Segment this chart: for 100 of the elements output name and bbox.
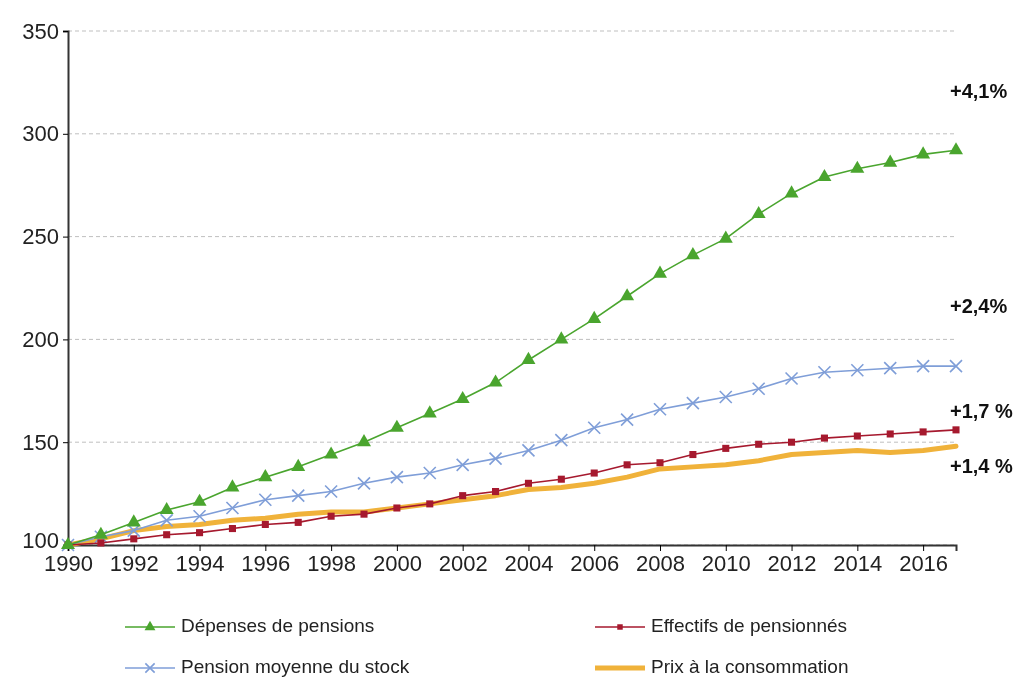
point (455, 458, 470, 472)
point (291, 488, 306, 503)
x-tick-label: 2012 (767, 550, 817, 576)
x-tick-label: 1996 (241, 550, 291, 576)
point (883, 154, 898, 167)
point (653, 265, 668, 278)
x-tick-label: 1998 (307, 550, 357, 576)
point (389, 419, 404, 432)
x-tick-label: 2010 (701, 550, 751, 576)
point (689, 451, 697, 459)
point (393, 504, 401, 512)
point (587, 310, 602, 323)
point (294, 518, 302, 526)
point (820, 434, 828, 442)
y-tick-label: 150 (22, 429, 59, 455)
point (718, 230, 733, 243)
point (883, 361, 898, 375)
point (850, 363, 865, 378)
point (225, 479, 240, 492)
point (357, 434, 372, 447)
y-tick-label: 250 (22, 224, 59, 250)
point (620, 288, 635, 301)
point (390, 470, 404, 484)
point (196, 529, 204, 537)
point (360, 510, 368, 518)
point (557, 475, 565, 483)
point (554, 331, 569, 344)
point (488, 374, 503, 387)
x-tick-label: 1992 (109, 550, 159, 576)
point (225, 501, 240, 515)
y-tick-label: 300 (22, 121, 59, 147)
point (422, 466, 437, 480)
x-tick-label: 2016 (899, 550, 949, 576)
point (163, 531, 171, 539)
point (853, 432, 861, 440)
point (521, 443, 536, 458)
point (685, 247, 700, 260)
point (455, 390, 470, 404)
x-tick-label: 2002 (438, 550, 488, 576)
point (623, 461, 631, 469)
point (817, 168, 832, 182)
annotation: +2,4% (950, 295, 1008, 318)
point (620, 412, 634, 427)
x-tick-label: 1990 (44, 550, 93, 576)
point (130, 535, 138, 543)
x-tick-label: 2000 (372, 550, 422, 576)
point (426, 500, 434, 508)
y-tick-label: 100 (22, 527, 59, 553)
point (327, 512, 335, 520)
x-tick-label: 2014 (833, 550, 883, 576)
legend-label: Pension moyenne du stock (181, 656, 410, 678)
annotation: +4,1% (950, 79, 1008, 102)
x-tick-label: 1994 (175, 550, 225, 576)
x-tick-label: 2008 (636, 550, 685, 576)
point (524, 479, 532, 487)
point (159, 501, 174, 515)
point (159, 513, 174, 528)
point (258, 469, 273, 482)
point (488, 451, 503, 466)
point (784, 371, 799, 386)
point (324, 446, 339, 459)
point (324, 484, 338, 499)
y-tick-label: 350 (22, 18, 59, 44)
point (228, 525, 236, 533)
point (949, 142, 964, 155)
point (886, 430, 894, 438)
point (718, 390, 733, 404)
point (751, 381, 766, 396)
point (459, 492, 467, 500)
point (126, 523, 141, 538)
point (97, 539, 105, 547)
point (590, 469, 598, 477)
point (521, 351, 536, 364)
point (258, 492, 273, 507)
point (916, 146, 931, 159)
annotation: +1,7 % (950, 400, 1014, 423)
point (817, 365, 832, 380)
x-tick-label: 2004 (504, 550, 554, 576)
point (952, 426, 960, 434)
point (788, 438, 796, 446)
point (916, 359, 930, 373)
point (126, 514, 141, 527)
legend-label: Effectifs de pensionnés (651, 615, 848, 637)
point (949, 359, 963, 373)
point (919, 428, 927, 436)
point (653, 402, 667, 417)
point (686, 396, 700, 410)
x-tick-label: 2006 (570, 550, 620, 576)
legend-label: Dépenses de pensions (181, 615, 375, 637)
point (192, 509, 207, 524)
point (554, 433, 569, 447)
point (422, 405, 437, 418)
point (784, 185, 799, 198)
point (755, 440, 763, 448)
point (587, 421, 602, 435)
annotation: +1,4 % (950, 454, 1014, 477)
point (850, 160, 865, 173)
point (492, 488, 500, 496)
y-tick-label: 200 (22, 326, 59, 352)
point (656, 459, 664, 467)
